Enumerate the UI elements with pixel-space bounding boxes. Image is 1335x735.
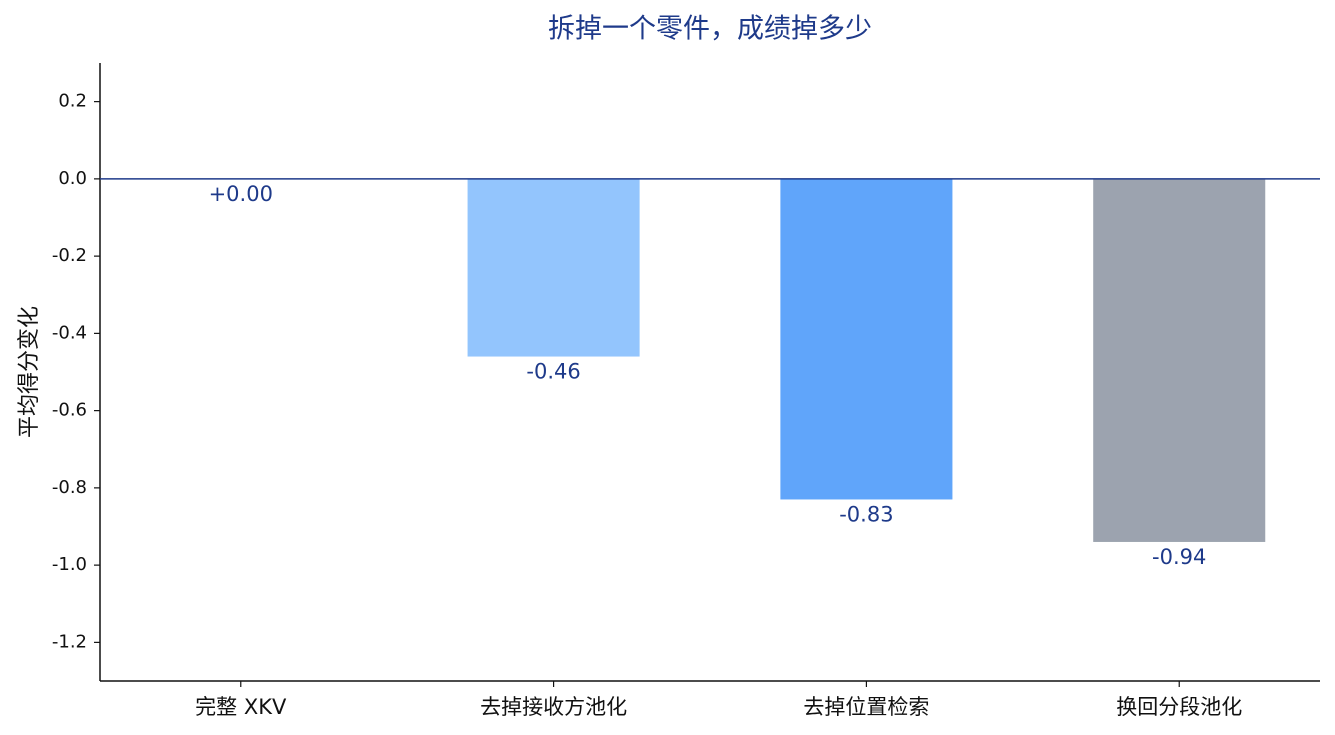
chart-title: 拆掉一个零件，成绩掉多少 — [548, 14, 872, 45]
x-tick-label: 换回分段池化 — [1116, 695, 1242, 719]
value-label: +0.00 — [209, 182, 273, 206]
x-tick-label: 去掉接收方池化 — [480, 695, 627, 719]
x-tick-label: 去掉位置检索 — [803, 695, 929, 719]
y-tick-label: -1.0 — [52, 554, 87, 575]
y-tick-label: 0.0 — [58, 168, 87, 189]
bar — [780, 178, 953, 500]
y-tick-label: -0.4 — [52, 322, 87, 343]
bar — [467, 178, 640, 357]
value-label: -0.46 — [526, 360, 580, 384]
value-label: -0.83 — [839, 502, 893, 526]
y-tick-label: -0.6 — [52, 400, 87, 421]
value-label: -0.94 — [1152, 545, 1206, 569]
y-tick-label: -1.2 — [52, 631, 87, 652]
x-tick-label: 完整 XKV — [195, 695, 287, 719]
y-tick-label: 0.2 — [58, 91, 87, 112]
y-axis-label: 平均得分变化 — [17, 306, 42, 438]
y-tick-label: -0.8 — [52, 477, 87, 498]
bar — [1093, 178, 1266, 542]
y-tick-label: -0.2 — [52, 245, 87, 266]
